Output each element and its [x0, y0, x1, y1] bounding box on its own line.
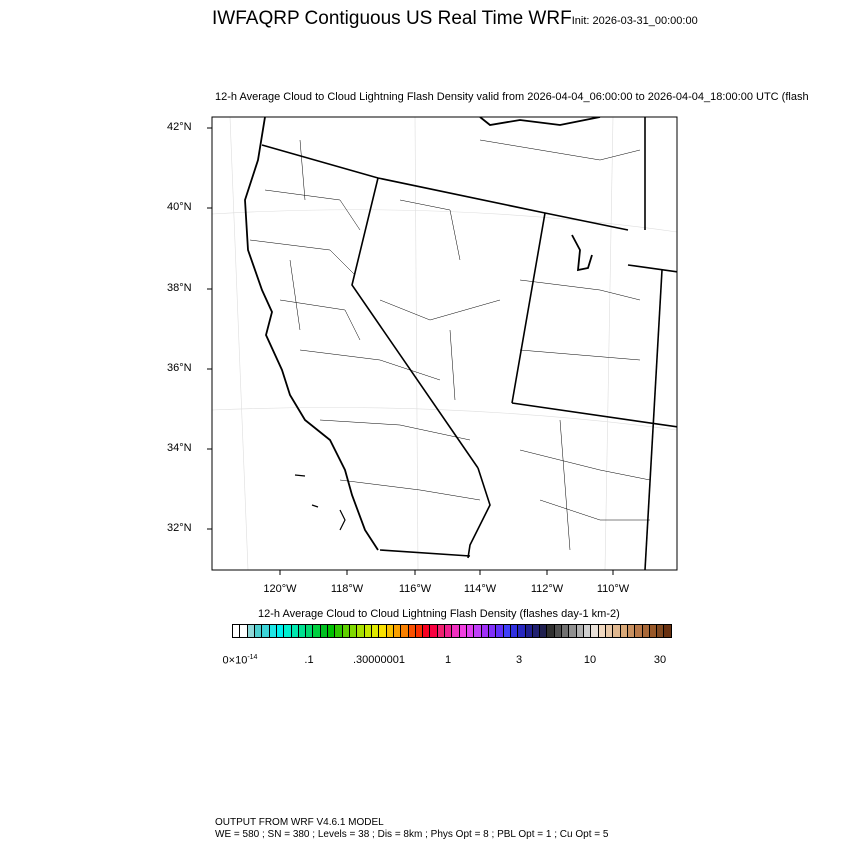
- lat-label: 40°N: [167, 201, 192, 213]
- colorbar-swatch: [518, 625, 526, 637]
- colorbar-swatch: [269, 625, 277, 637]
- colorbar-swatch: [342, 625, 350, 637]
- colorbar-swatch: [298, 625, 307, 637]
- colorbar-swatch: [481, 625, 489, 637]
- colorbar-swatch: [445, 625, 453, 637]
- plot-subtitle: 12-h Average Cloud to Cloud Lightning Fl…: [215, 91, 809, 103]
- coastline: [244, 117, 601, 551]
- colorbar-swatch: [591, 625, 599, 637]
- colorbar-swatch: [415, 625, 424, 637]
- lat-label: 36°N: [167, 362, 192, 374]
- colorbar-swatch: [247, 625, 255, 637]
- lat-label: 38°N: [167, 282, 192, 294]
- colorbar-swatch: [371, 625, 380, 637]
- title-text: IWFAQRP Contiguous US Real Time WRF: [212, 8, 572, 29]
- colorbar-swatch: [364, 625, 372, 637]
- colorbar-label: .1: [304, 654, 314, 666]
- lon-label: 114°W: [463, 583, 497, 595]
- colorbar-swatch: [496, 625, 504, 637]
- colorbar-swatch: [401, 625, 409, 637]
- map-content: [212, 117, 677, 570]
- lat-label: 42°N: [167, 121, 192, 133]
- footer-model: OUTPUT FROM WRF V4.6.1 MODEL: [215, 817, 384, 828]
- colorbar-swatch: [262, 625, 270, 637]
- colorbar-swatch: [452, 625, 460, 637]
- colorbar-swatch: [335, 625, 343, 637]
- colorbar: [232, 624, 672, 638]
- colorbar-swatch: [379, 625, 387, 637]
- colorbar-swatch: [613, 625, 621, 637]
- lon-label: 120°W: [263, 583, 297, 595]
- colorbar-swatch: [386, 625, 394, 637]
- colorbar-swatch: [313, 625, 321, 637]
- colorbar-swatch: [328, 625, 336, 637]
- colorbar-label: 30: [653, 654, 667, 666]
- colorbar-swatch: [423, 625, 431, 637]
- colorbar-swatch: [291, 625, 299, 637]
- colorbar-swatch: [584, 625, 592, 637]
- colorbar-swatch: [474, 625, 482, 637]
- lon-label: 118°W: [330, 583, 364, 595]
- colorbar-swatch: [510, 625, 519, 637]
- colorbar-label: 3: [515, 654, 523, 666]
- colorbar-swatch: [350, 625, 358, 637]
- lon-label: 116°W: [398, 583, 432, 595]
- colorbar-swatch: [254, 625, 263, 637]
- colorbar-swatch: [664, 625, 671, 637]
- colorbar-swatch: [657, 625, 665, 637]
- map-frame: [211, 116, 678, 571]
- colorbar-swatch: [635, 625, 643, 637]
- colorbar-swatch: [357, 625, 365, 637]
- colorbar-swatch: [576, 625, 584, 637]
- colorbar-swatch: [459, 625, 467, 637]
- colorbar-swatch: [276, 625, 285, 637]
- colorbar-swatch: [569, 625, 577, 637]
- colorbar-swatch: [642, 625, 650, 637]
- colorbar-swatch: [408, 625, 416, 637]
- colorbar-swatch: [525, 625, 533, 637]
- colorbar-swatch: [240, 625, 248, 637]
- colorbar-label: 1: [444, 654, 452, 666]
- colorbar-swatch: [547, 625, 555, 637]
- colorbar-label: .30000001: [353, 654, 405, 666]
- lon-label: 110°W: [596, 583, 630, 595]
- colorbar-swatch: [467, 625, 475, 637]
- footer-config: WE = 580 ; SN = 380 ; Levels = 38 ; Dis …: [215, 829, 609, 840]
- colorbar-swatch: [503, 625, 511, 637]
- islands: [294, 474, 346, 531]
- colorbar-swatch: [532, 625, 541, 637]
- colorbar-swatch: [488, 625, 497, 637]
- colorbar-swatch: [554, 625, 563, 637]
- colorbar-swatch: [627, 625, 636, 637]
- colorbar-swatch: [306, 625, 314, 637]
- graticule: [212, 117, 677, 570]
- colorbar-swatch: [233, 625, 241, 637]
- colorbar-label: 10: [583, 654, 597, 666]
- colorbar-swatch: [598, 625, 606, 637]
- county-lines: [249, 139, 651, 551]
- colorbar-title: 12-h Average Cloud to Cloud Lightning Fl…: [258, 608, 620, 620]
- lon-label: 112°W: [530, 583, 564, 595]
- colorbar-swatch: [284, 625, 292, 637]
- state-borders: [261, 117, 677, 570]
- lat-label: 32°N: [167, 522, 192, 534]
- plot-title: IWFAQRP Contiguous US Real Time WRFInit:…: [212, 8, 698, 30]
- colorbar-swatch: [540, 625, 548, 637]
- colorbar-swatch: [430, 625, 438, 637]
- colorbar-swatch: [393, 625, 402, 637]
- colorbar-swatch: [620, 625, 628, 637]
- lat-label: 34°N: [167, 442, 192, 454]
- axis-ticks: [207, 127, 614, 575]
- colorbar-swatch: [562, 625, 570, 637]
- colorbar-swatch: [320, 625, 329, 637]
- colorbar-swatch: [437, 625, 446, 637]
- colorbar-swatch: [605, 625, 614, 637]
- init-time: Init: 2026-03-31_00:00:00: [571, 15, 698, 27]
- colorbar-label: 0×10-14: [222, 654, 258, 667]
- colorbar-swatch: [649, 625, 658, 637]
